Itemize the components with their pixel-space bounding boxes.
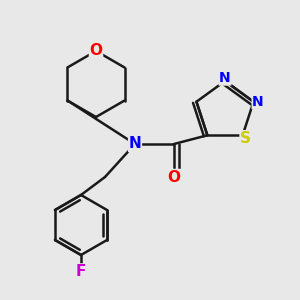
Text: F: F — [76, 264, 86, 279]
Text: S: S — [240, 131, 251, 146]
Text: O: O — [167, 169, 181, 184]
Text: N: N — [252, 95, 264, 109]
Text: O: O — [89, 44, 103, 59]
Text: N: N — [129, 136, 141, 152]
Text: N: N — [219, 71, 231, 85]
